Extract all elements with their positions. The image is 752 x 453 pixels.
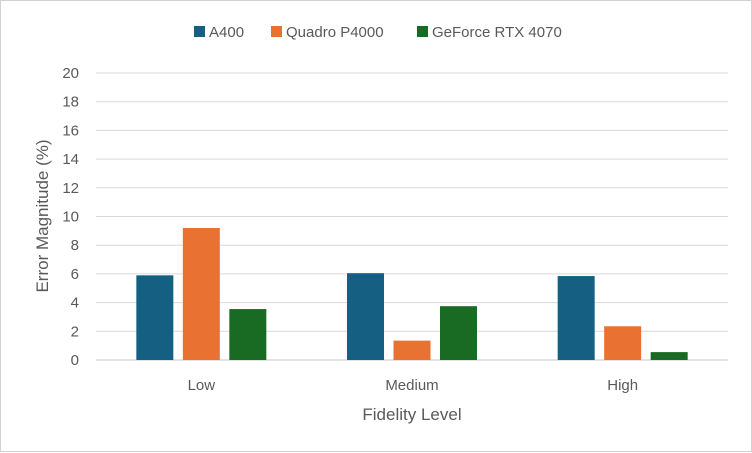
y-tick-label: 10	[62, 209, 79, 226]
x-category-label: High	[607, 377, 638, 394]
bar-geforce-rtx-4070-high	[650, 352, 688, 360]
legend-label: GeForce RTX 4070	[432, 24, 562, 41]
legend: A400 Quadro P4000 GeForce RTX 4070	[194, 24, 562, 41]
y-tick-label: 12	[62, 180, 79, 197]
y-tick-label: 8	[71, 237, 79, 254]
y-tick-label: 0	[71, 352, 79, 369]
legend-swatch	[194, 26, 205, 37]
bar-quadro-p4000-high	[604, 326, 642, 360]
y-tick-label: 14	[62, 151, 79, 168]
bar-quadro-p4000-medium	[393, 340, 431, 360]
legend-swatch	[417, 26, 428, 37]
y-tick-label: 20	[62, 65, 79, 82]
legend-label: A400	[209, 24, 244, 41]
y-tick-label: 2	[71, 323, 79, 340]
legend-label: Quadro P4000	[286, 24, 384, 41]
bar-a400-medium	[347, 273, 384, 360]
bars	[136, 227, 688, 360]
x-axis-categories: Low Medium High	[188, 377, 639, 394]
legend-swatch	[271, 26, 282, 37]
x-category-label: Low	[188, 377, 216, 394]
bar-geforce-rtx-4070-low	[229, 309, 267, 360]
bar-a400-low	[136, 275, 174, 360]
y-axis-ticks: 0 2 4 6 8 10 12 14 16 18 20	[62, 65, 79, 369]
bar-a400-high	[557, 276, 595, 360]
y-tick-label: 6	[71, 266, 79, 283]
y-tick-label: 18	[62, 94, 79, 111]
y-tick-label: 4	[71, 295, 79, 312]
x-category-label: Medium	[385, 377, 438, 394]
bar-quadro-p4000-low	[182, 227, 220, 360]
y-tick-label: 16	[62, 122, 79, 139]
y-axis-label: Error Magnitude (%)	[33, 139, 52, 292]
x-axis-label: Fidelity Level	[362, 405, 461, 424]
bar-geforce-rtx-4070-medium	[440, 306, 477, 360]
